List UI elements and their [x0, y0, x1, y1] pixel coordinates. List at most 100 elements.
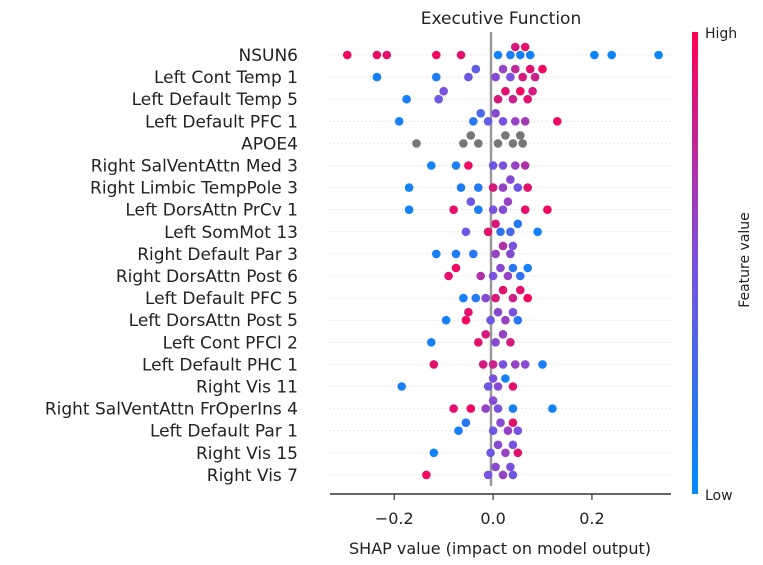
- data-point: [427, 338, 436, 347]
- data-point: [491, 109, 500, 118]
- data-point: [516, 50, 525, 60]
- data-point: [501, 374, 510, 383]
- data-point: [496, 263, 505, 273]
- data-point: [508, 470, 518, 480]
- colorbar-title: Feature value: [737, 212, 753, 308]
- data-point: [508, 94, 518, 104]
- feature-label: Right Vis 11: [196, 378, 298, 398]
- data-point: [513, 426, 523, 436]
- feature-label: NSUN6: [239, 46, 298, 66]
- data-point: [530, 72, 540, 82]
- feature-label: Left SomMot 13: [164, 223, 298, 243]
- data-point: [483, 470, 493, 480]
- data-point: [501, 315, 510, 325]
- feature-label: Left Default PHC 1: [142, 355, 298, 375]
- data-point: [493, 50, 503, 60]
- data-point: [429, 360, 439, 369]
- data-point: [516, 86, 525, 96]
- data-point: [451, 249, 461, 259]
- data-point: [488, 426, 498, 436]
- data-point: [528, 86, 537, 96]
- data-point: [508, 139, 518, 148]
- data-point: [533, 227, 542, 237]
- data-point: [372, 72, 382, 82]
- data-point: [343, 50, 352, 60]
- data-point: [520, 360, 530, 369]
- data-point: [493, 94, 503, 104]
- data-point: [493, 307, 503, 317]
- data-point: [518, 139, 527, 148]
- data-point: [449, 205, 458, 214]
- data-point: [491, 338, 500, 347]
- data-points: [343, 42, 663, 480]
- data-point: [516, 285, 525, 295]
- data-point: [471, 293, 481, 303]
- data-point: [451, 263, 461, 273]
- data-point: [464, 72, 473, 82]
- data-point: [456, 50, 466, 60]
- feature-label: Left DorsAttn Post 5: [129, 311, 298, 331]
- data-point: [461, 227, 471, 237]
- feature-label: Right DorsAttn Post 6: [116, 267, 298, 287]
- data-point: [444, 271, 453, 281]
- data-point: [513, 448, 523, 458]
- data-point: [501, 131, 510, 140]
- colorbar-high-label: High: [705, 26, 737, 42]
- feature-label: Right Default Par 3: [137, 245, 298, 265]
- data-point: [461, 315, 471, 325]
- data-point: [441, 315, 451, 325]
- data-point: [486, 448, 495, 458]
- data-point: [432, 50, 441, 60]
- data-point: [493, 139, 503, 148]
- colorbar-low-label: Low: [705, 488, 733, 504]
- data-point: [451, 161, 461, 170]
- data-point: [654, 50, 663, 60]
- data-point: [523, 94, 532, 104]
- colorbar: [692, 32, 698, 494]
- data-point: [469, 249, 478, 259]
- data-point: [501, 448, 510, 458]
- data-point: [513, 315, 523, 325]
- data-point: [511, 42, 520, 52]
- data-point: [404, 183, 414, 192]
- data-point: [607, 50, 616, 60]
- data-point: [476, 109, 486, 118]
- feature-label: Left Default PFC 1: [145, 112, 298, 132]
- data-point: [464, 307, 473, 317]
- x-tick-label: 0.0: [480, 509, 505, 528]
- data-point: [523, 293, 532, 303]
- data-point: [488, 374, 498, 383]
- data-point: [402, 94, 411, 104]
- x-axis-ticks: −0.2 0.0 0.2: [375, 494, 605, 528]
- data-point: [525, 64, 535, 74]
- feature-label: Left DorsAttn PrCv 1: [125, 201, 298, 221]
- feature-label: Left Default PFC 5: [145, 289, 298, 309]
- data-point: [474, 338, 483, 347]
- data-point: [493, 440, 503, 450]
- data-point: [488, 396, 498, 405]
- data-point: [520, 117, 530, 126]
- data-point: [496, 418, 505, 428]
- data-point: [498, 470, 508, 480]
- data-point: [511, 64, 520, 74]
- data-point: [483, 227, 493, 237]
- data-point: [397, 382, 407, 391]
- data-point: [404, 205, 414, 214]
- data-point: [548, 404, 557, 413]
- data-point: [513, 183, 523, 192]
- data-point: [508, 440, 518, 450]
- data-point: [508, 307, 518, 317]
- data-point: [511, 161, 520, 170]
- data-point: [459, 293, 468, 303]
- data-point: [498, 330, 508, 339]
- data-point: [498, 183, 508, 192]
- feature-label: Left Cont PFCl 2: [163, 333, 298, 353]
- data-point: [520, 161, 530, 170]
- data-point: [508, 263, 518, 273]
- x-tick-label: 0.2: [579, 509, 604, 528]
- data-point: [469, 117, 478, 126]
- data-point: [432, 249, 441, 259]
- chart-title: Executive Function: [421, 9, 581, 29]
- feature-label: Right Vis 7: [207, 466, 298, 486]
